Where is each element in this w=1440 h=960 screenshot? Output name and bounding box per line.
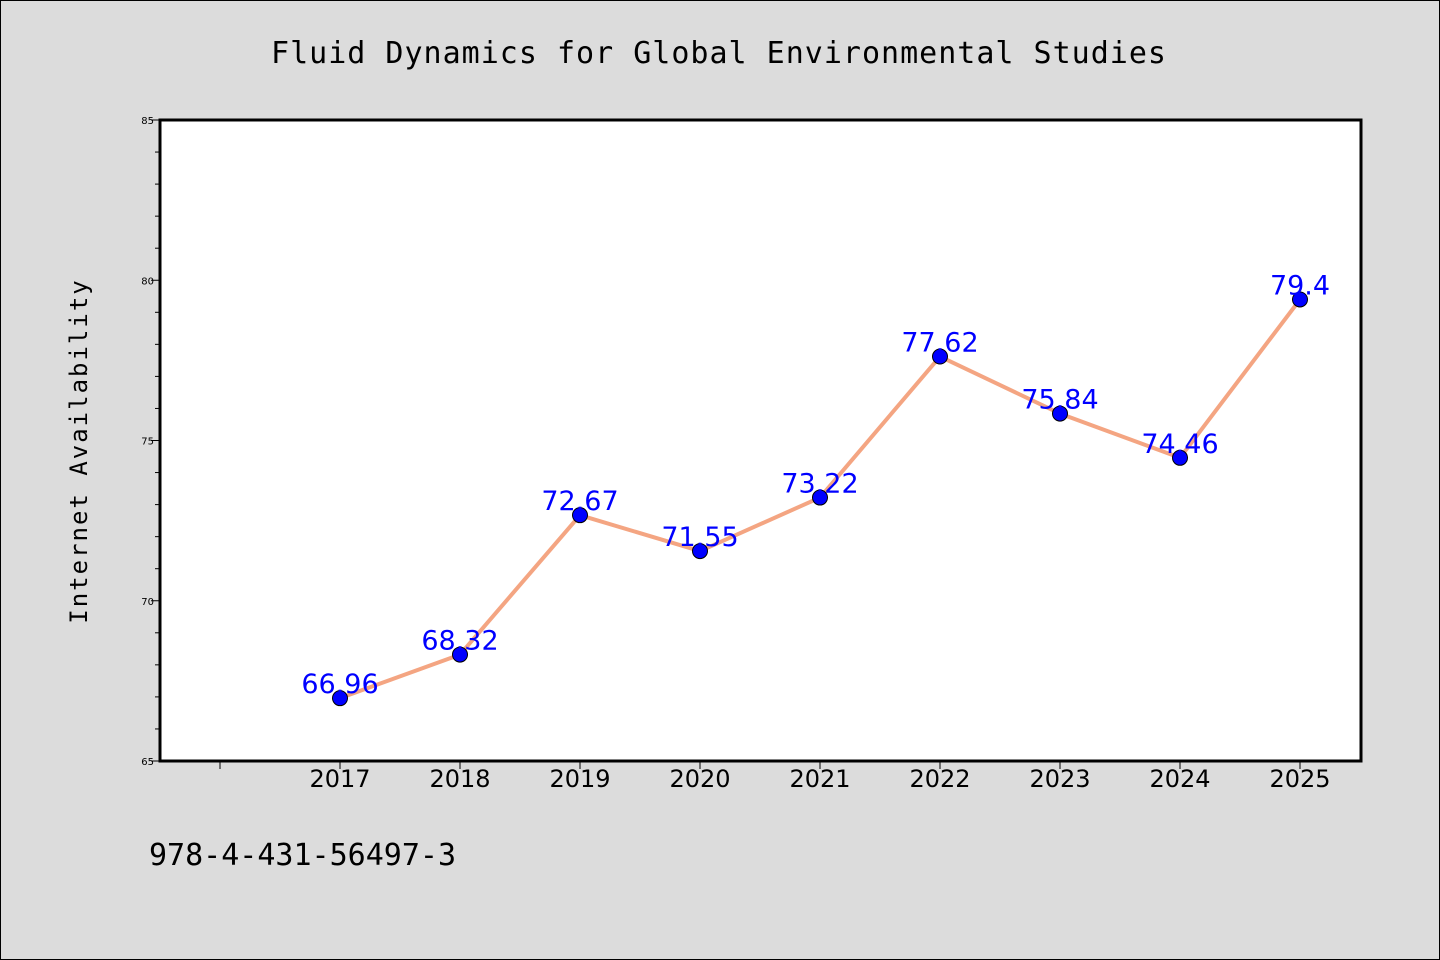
data-label: 68.32: [421, 626, 498, 657]
data-label: 66.96: [301, 669, 378, 700]
data-labels: 66.96 68.32 72.67 71.55 73.22 77.62 75.84 74.46…: [301, 270, 1330, 700]
plot-area: [158, 118, 1363, 763]
y-tick-label: 75: [141, 437, 154, 448]
data-point: [452, 646, 468, 663]
chart-title: Fluid Dynamics for Global Environmental …: [271, 36, 1167, 71]
data-label: 72.67: [541, 486, 618, 517]
x-axis-ticks: 2017 2018 2019 2020 2021 2022 2023 2024 2025: [219, 761, 1331, 793]
x-tick-label: 2021: [789, 765, 850, 793]
data-label: 71.55: [661, 522, 738, 553]
x-tick-label: 2018: [429, 765, 490, 793]
data-point: [1292, 291, 1308, 308]
data-point: [1052, 405, 1068, 422]
data-label: 75.84: [1021, 385, 1098, 416]
x-tick-label: 2022: [909, 765, 970, 793]
x-tick-label: 2019: [549, 765, 610, 793]
data-point: [572, 507, 588, 524]
x-tick-label: 2025: [1269, 765, 1330, 793]
y-tick-label: 70: [141, 597, 154, 608]
data-label: 73.22: [781, 469, 858, 500]
data-point: [932, 348, 948, 365]
data-label: 79.4: [1270, 270, 1330, 301]
data-point: [332, 690, 348, 707]
x-tick-label: 2023: [1029, 765, 1090, 793]
data-point: [692, 543, 708, 560]
y-tick-label: 65: [141, 757, 154, 768]
y-tick-label: 85: [141, 116, 154, 127]
x-tick-label: 2020: [669, 765, 730, 793]
data-point: [1172, 449, 1188, 466]
y-axis-label: Internet Availability: [65, 278, 93, 623]
data-label: 77.62: [901, 328, 978, 359]
series-markers: [332, 291, 1308, 707]
x-tick-label: 2024: [1149, 765, 1210, 793]
isbn-text: 978-4-431-56497-3: [149, 838, 456, 873]
y-tick-label: 80: [141, 276, 154, 287]
x-tick-label: 2017: [309, 765, 370, 793]
data-label: 74.46: [1141, 429, 1218, 460]
data-point: [812, 489, 828, 506]
y-axis-ticks: 65 70 75 80 85: [141, 116, 160, 768]
